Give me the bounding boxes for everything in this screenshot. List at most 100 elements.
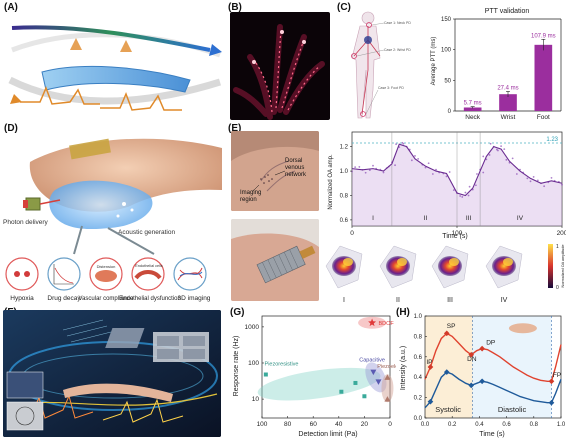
- panel-a-illustration: [0, 10, 224, 120]
- data-point: [448, 171, 451, 173]
- oa-image-label: III: [447, 297, 453, 304]
- red-feature-marker: [479, 345, 485, 352]
- chart-title: PTT validation: [485, 8, 530, 15]
- data-point: [482, 171, 485, 174]
- pulse-waveform-chart: Intensity (a.u.) Time (s) IP SP DN DP FP Syst…: [400, 314, 566, 438]
- endothelial-cells-label: Endothelial cells: [135, 264, 163, 268]
- data-point: [354, 166, 357, 169]
- bar-neck: [463, 107, 482, 111]
- bdof-point: [368, 318, 377, 327]
- annotation-ip: IP: [426, 359, 432, 366]
- light-arrowhead: [209, 44, 222, 56]
- piezoelectric-region: [381, 374, 394, 403]
- acoustic-generation-label: Acoustic generation: [118, 229, 175, 236]
- piezoresistive-point: [353, 380, 358, 385]
- data-point: [526, 177, 529, 180]
- piezoresistive-point: [263, 372, 268, 377]
- y-axis-label: Normalized OA amp.: [328, 154, 334, 210]
- data-point: [382, 171, 385, 174]
- data-point: [459, 195, 462, 197]
- plot-frame: [261, 315, 391, 419]
- panel-c-body-figure: Case 1: Neck PD Case 2: Wrist PD Case 3:…: [340, 10, 430, 122]
- annotation-fp: FP: [553, 372, 561, 379]
- oa-image-label: IV: [501, 297, 508, 304]
- light-arrow: [11, 25, 211, 52]
- panel-b-hand-photo: [230, 12, 330, 120]
- capacitive-point: [375, 379, 382, 385]
- imaging-3d-label: 3D imaging: [178, 295, 211, 302]
- data-point: [368, 169, 371, 171]
- x-tick-label: Wrist: [501, 114, 516, 121]
- data-point: [529, 180, 532, 183]
- legend-bdof: BDOF: [378, 321, 394, 327]
- data-point: [467, 194, 470, 197]
- data-label: 5.7 ms: [464, 101, 482, 107]
- reference-label: 1.23: [546, 137, 558, 143]
- series-line: [351, 143, 563, 197]
- x-tick-label: 20: [361, 421, 369, 428]
- piezoresistive-point: [339, 389, 344, 394]
- colorbar-bottom-tick: 0: [556, 285, 559, 291]
- y-tick-label: 0: [448, 109, 452, 115]
- data-point: [550, 177, 553, 179]
- data-label: 107.9 ms: [531, 33, 556, 39]
- data-point: [536, 179, 539, 182]
- oa-intensity-blob: [438, 256, 462, 276]
- data-point: [503, 148, 506, 150]
- x-tick-label: Foot: [537, 114, 550, 121]
- annotation-sp: SP: [447, 323, 456, 330]
- data-point: [489, 142, 492, 145]
- x-tick-label: 0.0: [421, 422, 430, 428]
- x-tick-label: 80: [284, 421, 292, 428]
- data-point: [532, 176, 535, 178]
- phase-label: II: [424, 215, 428, 222]
- hypoxia-circle: [5, 257, 39, 291]
- x-tick-label: 0.2: [448, 422, 457, 428]
- pulse-wave-1: [20, 85, 100, 105]
- x-axis-label: Detection limit (Pa): [298, 431, 357, 438]
- systolic-label: Systolic: [435, 405, 461, 414]
- oa-image-label: I: [343, 297, 345, 304]
- data-point: [435, 168, 437, 171]
- data-point: [417, 157, 420, 160]
- data-label: 27.4 ms: [497, 85, 518, 91]
- endothelial-dysfunction-label: Endothelial dysfunction: [119, 296, 181, 302]
- bar-wrist: [499, 94, 517, 111]
- oa-hotspot: [343, 258, 353, 266]
- data-point: [500, 145, 502, 148]
- data-point: [505, 158, 508, 161]
- data-point: [515, 173, 518, 175]
- label-d: (D): [4, 123, 18, 134]
- data-point: [410, 159, 413, 162]
- application-circles: Distension Endothelial cells: [5, 257, 207, 291]
- x-axis-label: Time (s): [442, 233, 467, 240]
- hypoxia-label: Hypoxia: [10, 295, 34, 302]
- y-axis-label: Response rate (Hz): [233, 336, 240, 397]
- annotation-dn: DN: [467, 356, 477, 363]
- data-point: [488, 154, 491, 156]
- y-tick-label: 100: [248, 360, 259, 367]
- photon-source: [25, 197, 41, 211]
- piezoelectric-point: [384, 374, 391, 380]
- drug-decay-label: Drug decay: [47, 295, 81, 302]
- data-point: [497, 149, 499, 152]
- oa-hotspot: [397, 258, 407, 266]
- pulse-wave-2: [100, 91, 182, 111]
- legend-piezoelectric: Piezoelectric: [377, 364, 396, 370]
- y-tick-label: 1.0: [340, 169, 349, 175]
- vessel-outline: [8, 76, 222, 105]
- piezoresistive-region: [257, 367, 381, 401]
- sensor-strip: [41, 65, 191, 93]
- y-tick-label: 50: [444, 78, 451, 84]
- label-h: (H): [396, 307, 410, 318]
- data-point: [476, 173, 478, 175]
- y-tick-label: 0.8: [340, 193, 349, 199]
- plot-frame: [424, 315, 562, 419]
- vascular-compliance-label: Vascular compliance: [79, 296, 135, 302]
- x-tick-label: 0: [350, 230, 354, 237]
- pulse-arrowhead: [10, 94, 22, 104]
- x-tick-label: 40: [335, 421, 343, 428]
- y-tick-label: 0.0: [414, 416, 423, 422]
- y-tick-label: 0.6: [340, 218, 349, 224]
- x-tick-label: 0: [388, 421, 392, 428]
